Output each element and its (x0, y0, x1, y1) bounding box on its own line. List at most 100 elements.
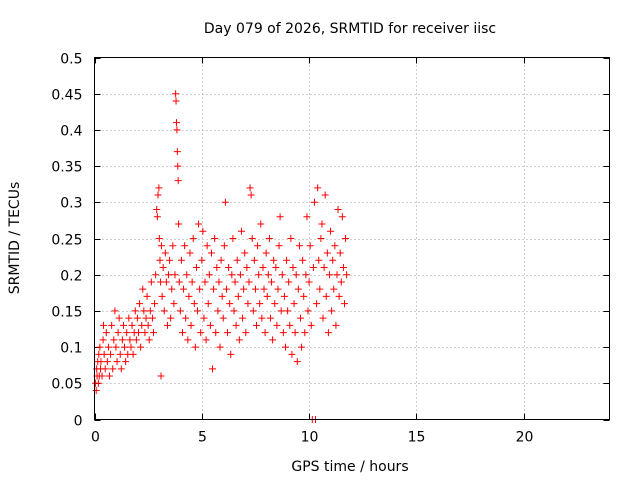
data-point (283, 256, 291, 264)
data-point (194, 307, 201, 315)
data-point (154, 191, 162, 199)
data-point (160, 307, 168, 315)
data-point (206, 321, 214, 329)
data-point (173, 126, 181, 134)
data-point (198, 256, 206, 264)
data-point (137, 343, 145, 351)
data-point (262, 249, 270, 257)
data-point (279, 329, 287, 337)
data-point (316, 285, 324, 293)
data-point (122, 358, 130, 366)
data-point (338, 213, 346, 221)
data-point (219, 314, 227, 322)
data-point (257, 220, 265, 228)
data-point (108, 321, 116, 329)
data-point (231, 278, 239, 286)
data-point (277, 307, 285, 315)
data-point (139, 285, 147, 293)
data-point (143, 292, 151, 300)
data-point (287, 235, 295, 242)
data-point (96, 343, 104, 351)
data-point (146, 307, 154, 315)
data-point (280, 292, 288, 300)
data-point (327, 227, 335, 235)
data-point (336, 249, 344, 257)
data-point (99, 336, 107, 344)
data-point (217, 256, 225, 264)
y-tick-label: 0.15 (51, 305, 82, 321)
data-point (182, 314, 190, 322)
data-point (215, 278, 223, 286)
data-point (259, 263, 267, 271)
data-point (175, 220, 183, 228)
data-point (147, 278, 155, 286)
data-point (158, 292, 166, 300)
data-point (123, 329, 131, 337)
data-point (334, 206, 342, 214)
x-tick-label: 0 (91, 430, 100, 446)
data-point (185, 292, 193, 300)
data-point (261, 329, 269, 337)
data-point (213, 263, 221, 271)
data-point (246, 184, 254, 192)
data-point (169, 242, 177, 250)
data-point (211, 235, 219, 242)
data-point (119, 321, 127, 329)
data-point (225, 263, 233, 271)
x-tick-label: 5 (198, 430, 207, 446)
data-point (256, 300, 264, 308)
data-point (205, 271, 213, 279)
data-point (166, 256, 174, 264)
x-tick-label: 15 (408, 430, 426, 446)
data-point (186, 249, 194, 257)
data-point (303, 213, 311, 221)
data-point (172, 97, 180, 105)
data-point (239, 314, 247, 322)
data-point (101, 365, 109, 373)
data-point (255, 271, 263, 279)
data-point (145, 336, 153, 344)
data-point (288, 350, 296, 358)
data-point (165, 271, 173, 279)
data-point (157, 372, 165, 380)
data-point (172, 119, 180, 127)
data-point (201, 278, 209, 286)
data-point (320, 263, 328, 271)
data-point (284, 307, 292, 315)
data-point (94, 379, 102, 387)
data-point (171, 271, 179, 279)
data-point (226, 300, 234, 308)
data-point (253, 321, 261, 329)
data-point (306, 242, 314, 250)
data-point (221, 198, 229, 206)
data-point (167, 314, 175, 322)
data-point (196, 285, 204, 293)
data-point (175, 278, 183, 286)
data-point (174, 177, 182, 185)
data-point (343, 271, 351, 279)
data-point (291, 329, 299, 337)
y-tick-label: 0.4 (60, 124, 82, 140)
data-point (209, 365, 217, 373)
data-point (335, 292, 343, 300)
data-point (152, 271, 160, 279)
data-point (269, 336, 277, 344)
data-point (172, 90, 180, 98)
data-point (244, 300, 252, 308)
data-point (102, 329, 110, 337)
chart-title: Day 079 of 2026, SRMTID for receiver iis… (204, 21, 496, 37)
data-point (249, 307, 257, 315)
data-point (266, 314, 274, 322)
data-point (220, 242, 228, 250)
data-point (192, 263, 200, 271)
data-point (315, 256, 323, 264)
y-axis-label: SRMTID / TECUs (7, 182, 23, 295)
data-point (134, 329, 142, 337)
data-point (176, 307, 184, 315)
data-point (190, 300, 198, 308)
y-tick-label: 0.3 (60, 196, 82, 212)
data-point (242, 329, 250, 337)
data-point (184, 336, 192, 344)
data-point (188, 278, 196, 286)
